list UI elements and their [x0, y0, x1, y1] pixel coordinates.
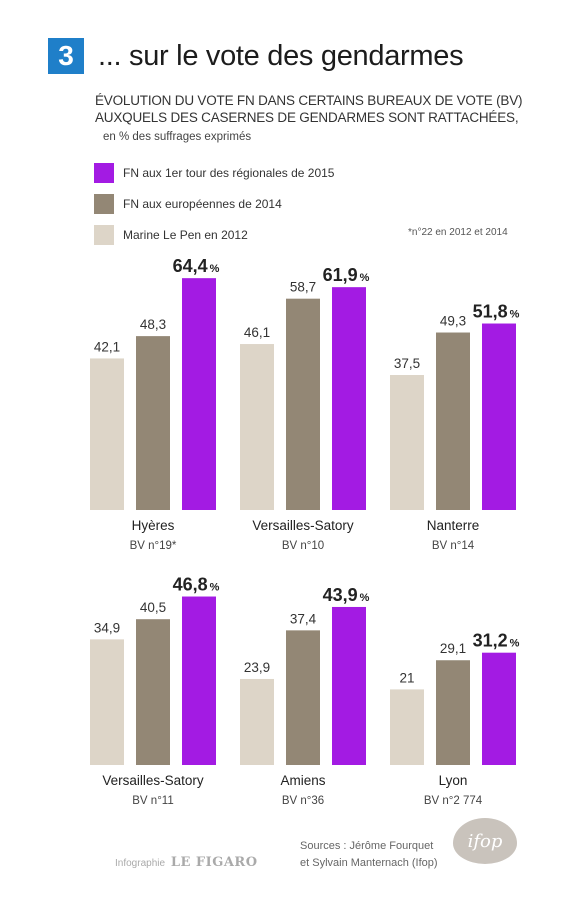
data-label: 37,4 [290, 611, 317, 626]
data-label: 48,3 [140, 317, 166, 332]
category-sublabel: BV n°19* [130, 540, 177, 552]
data-label: 42,1 [94, 339, 120, 354]
bar [390, 375, 424, 510]
legend: FN aux 1er tour des régionales de 2015 F… [94, 162, 334, 255]
bar [482, 323, 516, 510]
data-label: 29,1 [440, 641, 466, 656]
subtitle-line-2: AUXQUELS DES CASERNES DE GENDARMES SONT … [95, 110, 519, 125]
legend-item-regionales: FN aux 1er tour des régionales de 2015 [94, 162, 334, 184]
bar [240, 344, 274, 510]
legend-item-europeennes: FN aux européennes de 2014 [94, 193, 334, 215]
category-sublabel: BV n°36 [282, 795, 324, 807]
footnote: *n°22 en 2012 et 2014 [408, 227, 508, 238]
category-label: Versailles-Satory [102, 773, 204, 788]
bar [436, 660, 470, 765]
category-sublabel: BV n°11 [132, 795, 173, 807]
bar [436, 332, 470, 510]
category-sublabel: BV n°2 774 [424, 795, 483, 807]
data-label: 34,9 [94, 620, 120, 635]
sources: Sources : Jérôme Fourquet et Sylvain Man… [300, 838, 438, 872]
bar [182, 596, 216, 765]
section-number-badge: 3 [48, 38, 84, 74]
bar [136, 336, 170, 510]
bar [332, 606, 366, 765]
legend-swatch-regionales [94, 163, 114, 183]
bar [90, 639, 124, 765]
category-sublabel: BV n°14 [432, 540, 475, 552]
page-title: ... sur le vote des gendarmes [98, 39, 464, 72]
category-label: Hyères [132, 518, 175, 533]
bar [332, 287, 366, 510]
bar [286, 298, 320, 510]
data-label: 37,5 [394, 356, 420, 371]
data-label: 61,9% [323, 265, 370, 285]
category-sublabel: BV n°10 [282, 540, 324, 552]
bar [240, 678, 274, 765]
bar [90, 358, 124, 510]
legend-label-regionales: FN aux 1er tour des régionales de 2015 [123, 166, 335, 180]
data-label: 31,2% [473, 631, 520, 651]
bar [182, 278, 216, 510]
data-label: 49,3 [440, 314, 466, 329]
data-label: 46,8% [173, 575, 220, 595]
category-label: Nanterre [427, 518, 480, 533]
credit-label: Infographie [115, 858, 166, 869]
legend-swatch-lepen [94, 225, 114, 245]
brand-logo: LE FIGARO [170, 855, 258, 870]
category-label: Lyon [439, 773, 468, 788]
data-label: 51,8% [473, 302, 520, 322]
data-label: 64,4% [173, 256, 220, 276]
data-label: 43,9% [323, 585, 370, 605]
data-label: 40,5 [140, 600, 166, 615]
chart-subtitle: ÉVOLUTION DU VOTE FN DANS CERTAINS BUREA… [95, 92, 545, 126]
unit-label: en % des suffrages exprimés [103, 131, 252, 143]
ifop-logo: ifop [453, 818, 517, 864]
sources-line-2: et Sylvain Manternach (Ifop) [300, 857, 438, 869]
data-label: 58,7 [290, 280, 316, 295]
legend-label-europeennes: FN aux européennes de 2014 [123, 197, 282, 211]
header: 3 ... sur le vote des gendarmes [48, 38, 464, 74]
data-label: 46,1 [244, 325, 270, 340]
bar [390, 689, 424, 765]
credit: Infographie LE FIGARO [115, 855, 258, 870]
bar [286, 630, 320, 765]
bar [136, 619, 170, 765]
legend-swatch-europeennes [94, 194, 114, 214]
data-label: 21 [399, 670, 414, 685]
category-label: Amiens [280, 773, 325, 788]
data-label: 23,9 [244, 660, 270, 675]
sources-line-1: Sources : Jérôme Fourquet [300, 840, 434, 852]
legend-label-lepen: Marine Le Pen en 2012 [123, 228, 248, 242]
legend-item-lepen: Marine Le Pen en 2012 [94, 224, 334, 246]
subtitle-line-1: ÉVOLUTION DU VOTE FN DANS CERTAINS BUREA… [95, 93, 523, 108]
category-label: Versailles-Satory [252, 518, 354, 533]
bar [482, 652, 516, 765]
